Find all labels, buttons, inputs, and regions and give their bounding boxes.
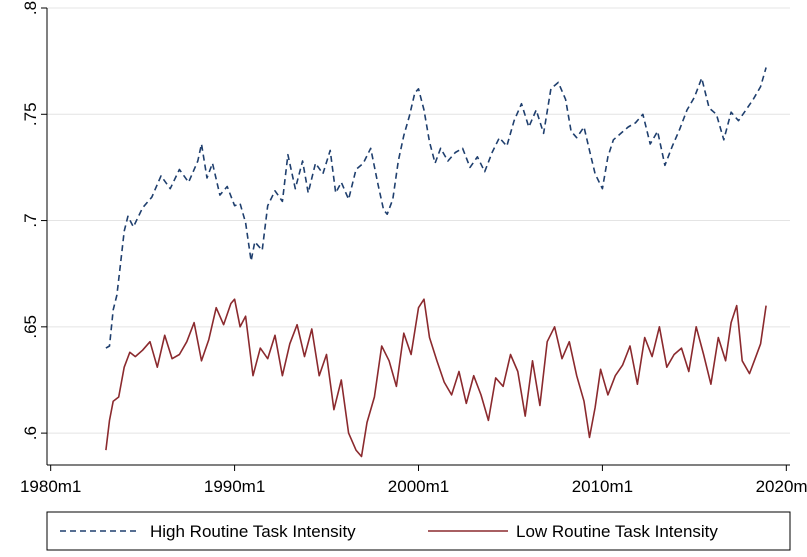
- x-tick-label: 1980m1: [20, 477, 81, 496]
- x-tick-label: 2000m1: [388, 477, 449, 496]
- y-tick-label: .6: [21, 426, 40, 440]
- x-tick-label: 2010m1: [572, 477, 633, 496]
- legend-box: [46, 511, 791, 551]
- series-line-low-routine: [105, 298, 767, 458]
- legend-label: High Routine Task Intensity: [150, 522, 356, 541]
- y-tick-label: .7: [21, 213, 40, 227]
- series-lines: [105, 67, 767, 458]
- legend: High Routine Task Intensity Low Routine T…: [46, 511, 791, 551]
- x-tick-label: 1990m1: [204, 477, 265, 496]
- gridlines: [47, 7, 790, 434]
- axes: .6 .65 .7 .75 .8 1980m1 1990m1 2000m1 2010m1 2020…: [20, 1, 807, 496]
- series-line-high-routine: [105, 67, 767, 349]
- legend-label: Low Routine Task Intensity: [516, 522, 718, 541]
- y-tick-label: .75: [21, 102, 40, 126]
- y-tick-label: .65: [21, 315, 40, 339]
- y-tick-label: .8: [21, 1, 40, 15]
- x-tick-label: 2020m1: [756, 477, 807, 496]
